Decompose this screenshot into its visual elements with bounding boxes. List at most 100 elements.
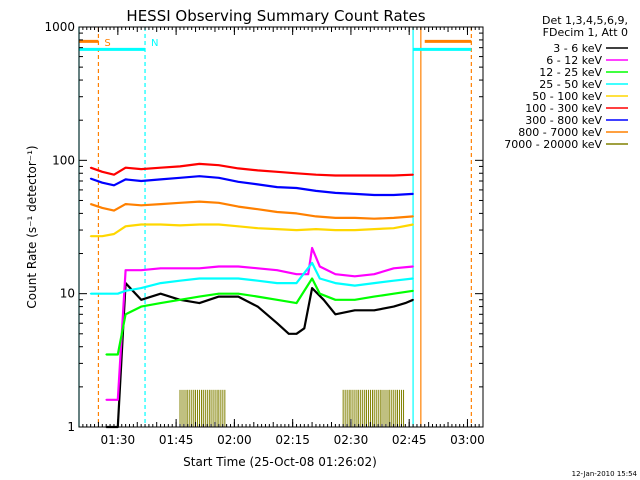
data-point (179, 176, 181, 179)
data-point (276, 269, 278, 271)
data-point (256, 295, 259, 298)
y-tick-label: 100 (52, 153, 75, 167)
data-point (295, 187, 298, 189)
data-point (198, 302, 201, 304)
data-point (198, 295, 201, 298)
data-point (117, 353, 119, 356)
data-point (237, 181, 240, 183)
data-point (354, 217, 356, 219)
data-point (315, 228, 317, 230)
data-point (159, 302, 162, 304)
flag-label: N (151, 38, 158, 49)
data-point (287, 333, 290, 335)
data-point (412, 277, 414, 280)
data-point (124, 225, 127, 228)
data-point (412, 215, 414, 218)
data-point (124, 290, 127, 292)
data-point (218, 164, 220, 166)
data-point (237, 292, 240, 295)
data-point (179, 202, 181, 204)
legend-label: 100 - 300 keV (525, 102, 602, 115)
x-tick-label: 02:00 (217, 433, 252, 447)
data-point (89, 235, 92, 237)
data-point (256, 279, 259, 282)
data-point (105, 353, 107, 356)
data-point (295, 302, 298, 304)
data-point (179, 298, 181, 301)
data-point (295, 229, 298, 231)
data-point (334, 273, 337, 275)
legend-label: 3 - 6 keV (553, 42, 602, 55)
x-tick-label: 01:45 (159, 433, 194, 447)
flag-label: S (104, 38, 110, 49)
data-point (140, 204, 142, 207)
data-point (354, 275, 356, 278)
data-point (113, 209, 115, 212)
data-point (334, 174, 337, 177)
data-point (198, 200, 201, 203)
data-point (319, 292, 321, 295)
data-point (218, 176, 220, 179)
data-point (218, 265, 220, 268)
data-point (89, 177, 92, 180)
data-point (159, 267, 162, 270)
data-point (237, 225, 240, 228)
data-point (392, 194, 395, 196)
data-point (334, 298, 337, 301)
data-point (373, 282, 376, 284)
data-point (237, 167, 240, 170)
data-point (117, 292, 119, 295)
data-point (412, 298, 414, 301)
data-point (319, 265, 321, 268)
series-3-6-kev (106, 282, 414, 429)
data-point (334, 229, 337, 231)
data-point (334, 192, 337, 194)
data-point (276, 211, 278, 213)
data-point (179, 224, 181, 227)
data-point (311, 277, 313, 280)
data-point (113, 233, 115, 235)
data-point (392, 217, 395, 219)
data-point (256, 267, 259, 270)
data-point (218, 277, 220, 280)
data-point (295, 212, 298, 215)
data-point (89, 203, 92, 205)
data-point (373, 174, 376, 177)
data-point (315, 190, 317, 192)
data-point (373, 295, 376, 298)
data-point (311, 247, 313, 249)
data-point (140, 287, 142, 289)
data-point (124, 166, 127, 169)
data-point (392, 174, 395, 177)
data-point (354, 174, 356, 177)
series-25-50-kev (90, 261, 414, 295)
data-point (354, 309, 356, 312)
data-point (373, 194, 376, 196)
data-point (276, 298, 278, 301)
data-point (392, 305, 395, 308)
data-point (124, 269, 127, 271)
chart-title: HESSI Observing Summary Count Rates (126, 7, 425, 25)
legend-label: 6 - 12 keV (546, 54, 602, 67)
data-point (117, 398, 119, 401)
data-point (412, 290, 414, 292)
data-point (140, 269, 142, 271)
y-tick-label: 1000 (44, 20, 75, 34)
data-point (295, 273, 298, 275)
series-6-12-kev (106, 246, 414, 401)
data-point (412, 265, 414, 268)
data-point (198, 223, 201, 226)
data-point (303, 327, 306, 330)
legend-label: 50 - 100 keV (532, 90, 602, 103)
data-point (113, 173, 115, 176)
data-point (295, 333, 298, 335)
data-point (218, 223, 220, 226)
x-axis-label: Start Time (25-Oct-08 01:26:02) (183, 455, 377, 469)
data-point (124, 178, 127, 181)
data-point (334, 282, 337, 284)
data-point (159, 178, 162, 181)
data-point (256, 183, 259, 186)
data-point (354, 284, 356, 287)
series-7000-20000-kev (179, 389, 405, 427)
data-point (105, 292, 107, 295)
